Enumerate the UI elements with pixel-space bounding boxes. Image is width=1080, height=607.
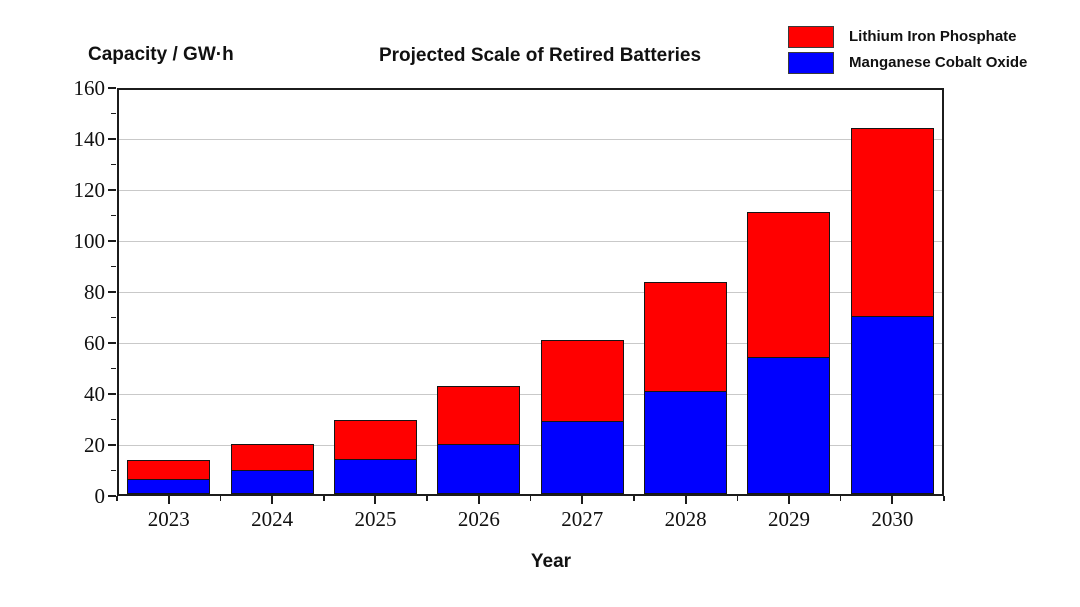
x-tick-label-2028: 2028 <box>664 507 707 531</box>
legend-item-manganese-cobalt-oxide: Manganese Cobalt Oxide <box>788 52 1078 74</box>
y-tick-label: 160 <box>73 76 106 100</box>
legend: Lithium Iron Phosphate Manganese Cobalt … <box>788 26 1078 78</box>
x-tick-2029 <box>787 496 790 504</box>
bar-2025-lithium-iron-phosphate <box>333 420 417 460</box>
y-tick-0 <box>108 495 116 497</box>
y-tick-label: 40 <box>84 382 105 406</box>
legend-item-lithium-iron-phosphate: Lithium Iron Phosphate <box>788 26 1078 48</box>
y-minor-tick-150 <box>111 112 116 115</box>
bar-2027-lithium-iron-phosphate <box>540 340 624 423</box>
x-tick-label-2023: 2023 <box>147 507 190 531</box>
bar-2028-manganese-cobalt-oxide <box>644 390 728 494</box>
gridline-140 <box>119 138 942 140</box>
x-tick-label-2029: 2029 <box>767 507 810 531</box>
y-tick-100 <box>108 240 116 242</box>
bar-2023-lithium-iron-phosphate <box>127 459 211 481</box>
x-tick-label-2026: 2026 <box>457 507 500 531</box>
legend-swatch-red-icon <box>788 26 834 48</box>
y-tick-label: 120 <box>73 178 106 202</box>
bar-2029-lithium-iron-phosphate <box>747 211 831 358</box>
legend-label: Lithium Iron Phosphate <box>849 28 1017 45</box>
chart-title: Projected Scale of Retired Batteries <box>378 45 702 66</box>
x-minor-tick <box>633 496 635 501</box>
y-minor-tick-70 <box>111 316 116 319</box>
x-tick-label-2027: 2027 <box>561 507 604 531</box>
bar-2030-lithium-iron-phosphate <box>850 128 934 317</box>
bar-2028-lithium-iron-phosphate <box>644 281 728 393</box>
y-tick-label: 20 <box>84 433 105 457</box>
gridline-60 <box>119 342 942 344</box>
x-minor-tick <box>943 496 945 501</box>
y-minor-tick-130 <box>111 163 116 166</box>
gridline-120 <box>119 189 942 191</box>
y-tick-40 <box>108 393 116 395</box>
legend-label: Manganese Cobalt Oxide <box>849 54 1028 71</box>
bar-2025-manganese-cobalt-oxide <box>333 458 417 494</box>
bar-2026-lithium-iron-phosphate <box>437 385 521 446</box>
y-tick-60 <box>108 342 116 344</box>
x-minor-tick <box>736 496 738 501</box>
x-tick-2023 <box>167 496 170 504</box>
bar-2030-manganese-cobalt-oxide <box>850 315 934 494</box>
y-tick-120 <box>108 189 116 191</box>
gridline-40 <box>119 393 942 395</box>
x-tick-label-2030: 2030 <box>871 507 914 531</box>
y-minor-tick-30 <box>111 418 116 421</box>
x-tick-2024 <box>271 496 274 504</box>
x-tick-2028 <box>684 496 687 504</box>
y-minor-tick-10 <box>111 469 116 472</box>
y-axis-title: Capacity / GW·h <box>88 44 234 65</box>
y-tick-label: 100 <box>73 229 106 253</box>
y-tick-label: 80 <box>84 280 105 304</box>
x-tick-label-2025: 2025 <box>354 507 397 531</box>
x-tick-label-2024: 2024 <box>251 507 294 531</box>
x-tick-2025 <box>374 496 377 504</box>
y-tick-160 <box>108 87 116 89</box>
x-tick-2026 <box>477 496 480 504</box>
x-tick-2030 <box>891 496 894 504</box>
gridline-80 <box>119 291 942 293</box>
gridline-100 <box>119 240 942 242</box>
bar-2026-manganese-cobalt-oxide <box>437 443 521 494</box>
x-minor-tick <box>529 496 532 501</box>
y-minor-tick-50 <box>111 367 116 370</box>
x-minor-tick <box>426 496 428 501</box>
y-minor-tick-90 <box>111 265 116 268</box>
x-minor-tick <box>116 496 118 501</box>
y-minor-tick-110 <box>111 214 116 217</box>
bar-2024-manganese-cobalt-oxide <box>230 469 314 494</box>
bar-2029-manganese-cobalt-oxide <box>747 356 831 494</box>
y-tick-label: 60 <box>84 331 105 355</box>
x-axis-title: Year <box>530 551 572 572</box>
x-minor-tick <box>219 496 222 501</box>
y-tick-20 <box>108 444 116 446</box>
y-tick-80 <box>108 291 116 293</box>
x-minor-tick <box>839 496 842 501</box>
bar-2027-manganese-cobalt-oxide <box>540 420 624 494</box>
y-tick-140 <box>108 138 116 140</box>
bar-2024-lithium-iron-phosphate <box>230 443 314 471</box>
y-tick-label: 0 <box>94 484 106 508</box>
bar-2023-manganese-cobalt-oxide <box>127 478 211 494</box>
gridline-20 <box>119 444 942 446</box>
y-tick-label: 140 <box>73 127 106 151</box>
plot-area <box>117 88 944 496</box>
x-minor-tick <box>323 496 325 501</box>
legend-swatch-blue-icon <box>788 52 834 74</box>
x-tick-2027 <box>581 496 584 504</box>
